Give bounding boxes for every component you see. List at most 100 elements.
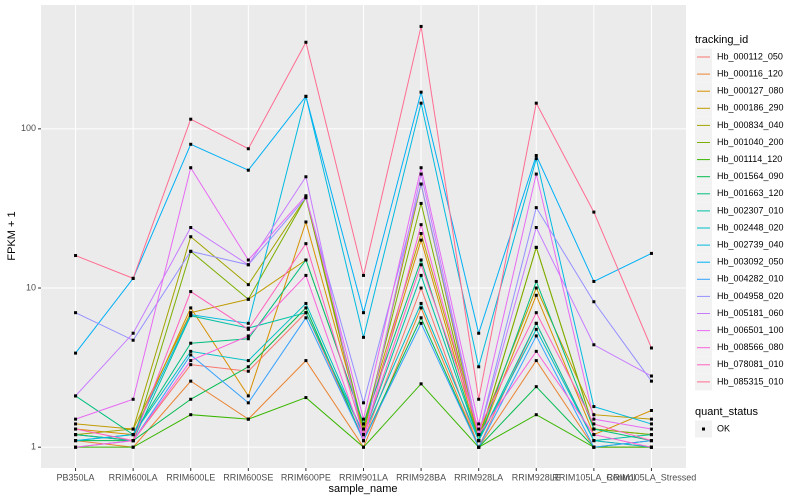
data-point	[419, 286, 423, 290]
data-point	[649, 439, 653, 443]
data-point	[592, 279, 596, 283]
data-point	[534, 226, 538, 230]
data-point	[131, 427, 135, 431]
data-point	[189, 341, 193, 345]
data-point	[189, 311, 193, 315]
x-tick-label: RRIM928LA	[454, 472, 503, 482]
data-point	[592, 343, 596, 347]
data-point	[304, 194, 308, 198]
data-point	[592, 439, 596, 443]
data-point	[131, 276, 135, 280]
data-point	[477, 397, 481, 401]
x-tick-label: RRIM600LA	[109, 472, 158, 482]
data-point	[534, 413, 538, 417]
legend-label: Hb_000112_050	[717, 51, 783, 61]
data-point	[189, 353, 193, 357]
data-point	[189, 235, 193, 239]
data-point	[534, 245, 538, 249]
legend-label: Hb_085315_010	[717, 376, 784, 386]
legend-label: Hb_005181_060	[717, 308, 784, 318]
data-point	[477, 439, 481, 443]
x-tick-label: PB350LA	[57, 472, 95, 482]
data-point	[246, 297, 250, 301]
data-point	[246, 327, 250, 331]
data-point	[189, 349, 193, 353]
data-point	[534, 279, 538, 283]
legend-label: Hb_002739_040	[717, 239, 784, 249]
data-point	[304, 301, 308, 305]
data-point	[74, 422, 78, 426]
data-point	[362, 439, 365, 443]
data-point	[304, 242, 308, 246]
data-point	[74, 351, 78, 355]
data-point	[189, 413, 193, 417]
data-point	[304, 94, 308, 98]
data-point	[419, 172, 423, 176]
x-axis-title: sample_name	[328, 483, 397, 495]
data-point	[304, 316, 308, 320]
data-point	[534, 334, 538, 338]
data-point	[362, 401, 365, 405]
data-point	[649, 346, 653, 350]
data-point	[189, 359, 193, 363]
data-point	[189, 313, 193, 317]
data-point	[534, 385, 538, 389]
data-point	[131, 338, 135, 342]
data-point	[649, 422, 653, 426]
data-point	[362, 311, 365, 315]
data-point	[592, 433, 596, 437]
data-point	[131, 439, 135, 443]
data-point	[189, 379, 193, 383]
data-point	[246, 417, 250, 421]
legend-label: Hb_001564_090	[717, 171, 784, 181]
data-point	[74, 311, 78, 315]
data-point	[189, 397, 193, 401]
data-point	[246, 365, 250, 369]
data-point	[304, 359, 308, 363]
y-tick-label: 100	[21, 123, 36, 133]
x-tick-label: RRIM105LA_Control	[552, 472, 635, 482]
data-point	[304, 175, 308, 179]
data-point	[74, 433, 78, 437]
data-point	[189, 166, 193, 170]
data-point	[649, 445, 653, 449]
data-point	[362, 335, 365, 339]
legend-title: tracking_id	[695, 34, 748, 46]
legend-label: Hb_008566_080	[717, 342, 784, 352]
data-point	[419, 306, 423, 310]
data-point	[304, 306, 308, 310]
data-point	[362, 445, 365, 449]
data-point	[477, 422, 481, 426]
x-tick-label: RRIM105LA_Stressed	[607, 472, 697, 482]
data-point	[246, 359, 250, 363]
data-point	[419, 316, 423, 320]
data-point	[189, 306, 193, 310]
data-point	[419, 101, 423, 105]
data-point	[419, 382, 423, 386]
data-point	[477, 427, 481, 431]
legend-title: quant_status	[695, 406, 758, 418]
data-point	[362, 422, 365, 426]
legend-label: Hb_001040_200	[717, 137, 784, 147]
data-point	[419, 258, 423, 262]
data-point	[246, 258, 250, 262]
data-point	[304, 311, 308, 315]
x-tick-label: RRIM600SE	[223, 472, 273, 482]
data-point	[246, 369, 250, 373]
data-point	[189, 249, 193, 253]
legend-label: Hb_000116_120	[717, 68, 783, 78]
data-point	[649, 374, 653, 378]
data-point	[649, 433, 653, 437]
legend-label: Hb_001663_120	[717, 188, 784, 198]
data-point	[534, 321, 538, 325]
data-point	[534, 311, 538, 315]
data-point	[131, 331, 135, 335]
data-point	[189, 363, 193, 367]
data-point	[246, 168, 250, 172]
data-point	[189, 290, 193, 294]
x-tick-label: RRIM600LE	[166, 472, 215, 482]
data-point	[362, 433, 365, 437]
data-point	[649, 379, 653, 383]
data-point	[534, 172, 538, 176]
data-point	[534, 101, 538, 105]
